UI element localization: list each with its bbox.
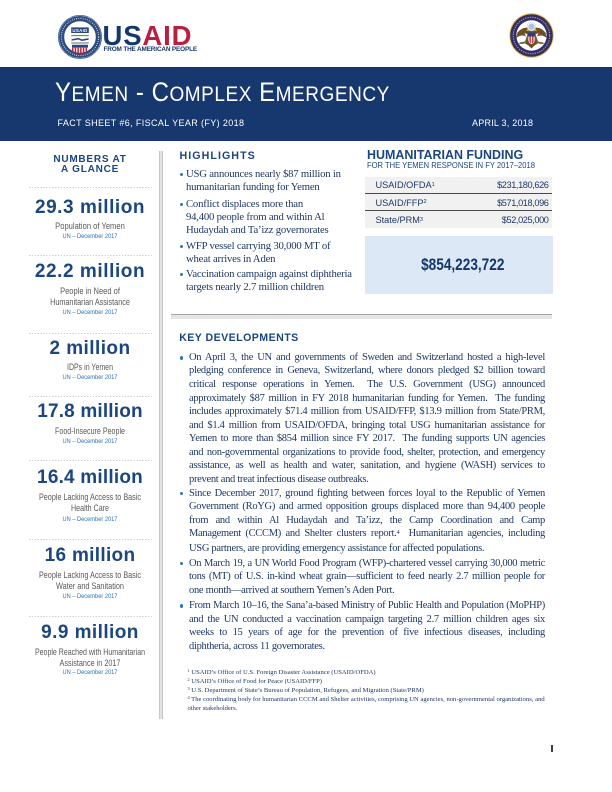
svg-text:USAID: USAID (72, 28, 87, 33)
